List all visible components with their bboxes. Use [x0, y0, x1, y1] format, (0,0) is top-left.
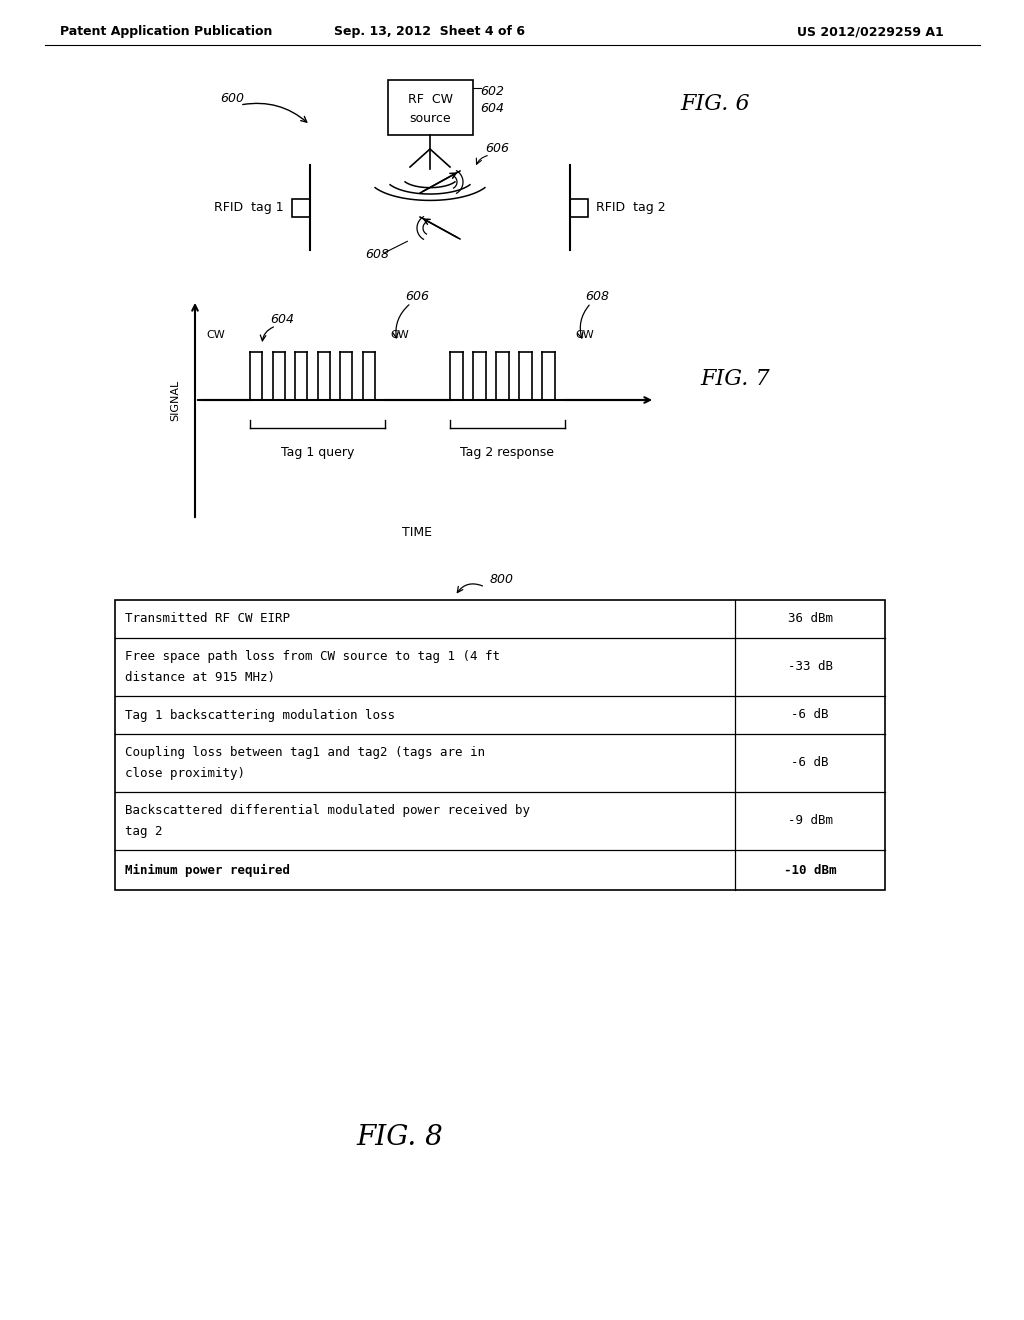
- Text: RFID  tag 2: RFID tag 2: [596, 201, 666, 214]
- Text: -10 dBm: -10 dBm: [783, 863, 837, 876]
- Text: source: source: [410, 112, 451, 125]
- Text: Coupling loss between tag1 and tag2 (tags are in: Coupling loss between tag1 and tag2 (tag…: [125, 746, 485, 759]
- Text: Transmitted RF CW EIRP: Transmitted RF CW EIRP: [125, 612, 290, 626]
- Text: tag 2: tag 2: [125, 825, 163, 838]
- Text: FIG. 8: FIG. 8: [356, 1125, 443, 1151]
- Text: distance at 915 MHz): distance at 915 MHz): [125, 671, 275, 684]
- Text: FIG. 7: FIG. 7: [700, 368, 770, 389]
- Text: 604: 604: [480, 102, 505, 115]
- Text: 800: 800: [490, 573, 514, 586]
- Text: Patent Application Publication: Patent Application Publication: [60, 25, 272, 38]
- Text: US 2012/0229259 A1: US 2012/0229259 A1: [797, 25, 943, 38]
- Text: -6 dB: -6 dB: [792, 756, 828, 770]
- Text: TIME: TIME: [402, 525, 432, 539]
- Text: RFID  tag 1: RFID tag 1: [214, 201, 284, 214]
- Text: -6 dB: -6 dB: [792, 709, 828, 722]
- Bar: [292, 198, 310, 216]
- Text: -9 dBm: -9 dBm: [787, 814, 833, 828]
- Text: Tag 1 backscattering modulation loss: Tag 1 backscattering modulation loss: [125, 709, 395, 722]
- Text: Minimum power required: Minimum power required: [125, 863, 290, 876]
- Bar: [387, 81, 472, 135]
- Bar: [115, 601, 885, 890]
- Text: Backscattered differential modulated power received by: Backscattered differential modulated pow…: [125, 804, 530, 817]
- Text: CW: CW: [575, 330, 594, 341]
- Text: 604: 604: [270, 313, 294, 326]
- Text: 606: 606: [406, 290, 429, 304]
- Text: 608: 608: [365, 248, 389, 261]
- Text: close proximity): close proximity): [125, 767, 245, 780]
- Text: CW: CW: [206, 330, 224, 341]
- Text: -33 dB: -33 dB: [787, 660, 833, 673]
- Bar: [570, 198, 588, 216]
- Text: 608: 608: [585, 290, 609, 304]
- Text: Tag 2 response: Tag 2 response: [461, 446, 555, 459]
- Text: 602: 602: [480, 84, 505, 98]
- Text: 606: 606: [485, 143, 509, 154]
- Text: CW: CW: [390, 330, 409, 341]
- Text: SIGNAL: SIGNAL: [170, 379, 180, 421]
- Text: RF  CW: RF CW: [408, 92, 453, 106]
- Text: 36 dBm: 36 dBm: [787, 612, 833, 626]
- Text: Free space path loss from CW source to tag 1 (4 ft: Free space path loss from CW source to t…: [125, 649, 500, 663]
- Text: 600: 600: [220, 91, 244, 104]
- Text: FIG. 6: FIG. 6: [680, 92, 750, 115]
- Text: Tag 1 query: Tag 1 query: [281, 446, 354, 459]
- Text: Sep. 13, 2012  Sheet 4 of 6: Sep. 13, 2012 Sheet 4 of 6: [335, 25, 525, 38]
